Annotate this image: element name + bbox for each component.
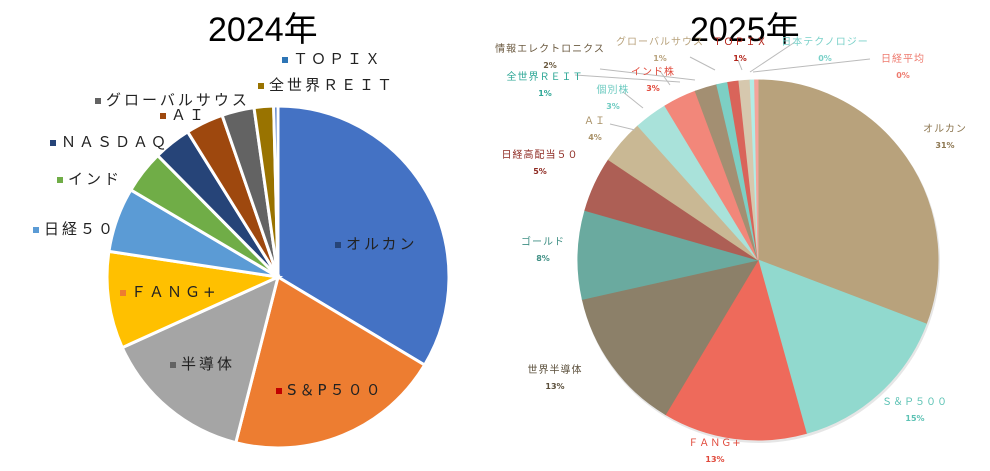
slice-percent: 3% (606, 102, 620, 111)
pie-2024: オルカン S＆P５００ 半導体 ＦＡＮＧ+ 日経５０ インド ＮＡＳＤＡＱＡＩグローバルサウ… (33, 50, 451, 450)
legend-marker-icon (57, 177, 63, 183)
slice-label: S＆P５００ (287, 381, 384, 399)
legend-marker-icon (282, 57, 288, 63)
pie-slice-2 (120, 274, 281, 445)
slice-label: 半導体 (181, 355, 235, 373)
slice-label: オルカン (923, 123, 967, 135)
slice-label: ゴールド (521, 235, 565, 248)
slice-percent: 2% (543, 61, 557, 70)
chart-title-2024: 2024年 (208, 11, 318, 49)
slice-percent: 31% (935, 141, 954, 150)
legend-marker-icon (170, 362, 176, 368)
pie-slice-1 (233, 274, 427, 450)
slice-label: グローバルサウス (106, 91, 250, 109)
slice-percent: 15% (905, 414, 924, 423)
chart-title-2025: 2025年 (690, 11, 800, 49)
slice-label: 日経平均 (881, 52, 925, 65)
chart-2025: 2025年 オルカン 31% Ｓ＆Ｐ５００ 15% ＦＡＮＧ+ 13% 世界半導体 13% ゴー… (495, 0, 990, 471)
slice-label: グローバルサウス (616, 35, 704, 48)
pie-slice-2 (664, 258, 807, 441)
pie-2025: オルカン 31% Ｓ＆Ｐ５００ 15% ＦＡＮＧ+ 13% 世界半導体 13% ゴールド 8% 日経… (495, 35, 967, 464)
slice-percent: 4% (588, 133, 602, 142)
pie-slice-14 (754, 79, 759, 261)
slice-label: 全世界ＲＥＩＴ (269, 76, 395, 94)
pie-slice-0 (276, 104, 451, 368)
pie-slice-4 (577, 209, 759, 300)
slice-label: ＴＯＰＩＸ (293, 50, 383, 68)
slice-label: ＮＡＳＤＡＱ (61, 133, 169, 151)
pie-slice-10 (272, 104, 280, 278)
slice-percent: 8% (536, 254, 550, 263)
chart-2024: 2024年 オルカン S＆P５００ 半導体 ＦＡＮＧ+ 日経５０ インド ＮＡＳＤＡＱ ＡＩ グ… (33, 11, 451, 450)
slice-label: ＡＩ (171, 106, 207, 124)
legend-marker-icon (120, 290, 126, 296)
slice-label: 日経高配当５０ (502, 148, 579, 161)
slice-label: オルカン (346, 235, 418, 253)
pie-slice-0 (757, 79, 939, 325)
slice-label: 日経５０ (44, 220, 116, 238)
slice-label: 日本テクノロジー (781, 35, 868, 48)
slice-percent: 1% (653, 54, 667, 63)
legend-marker-icon (160, 113, 166, 119)
slice-label: 情報エレクトロニクス (495, 42, 605, 55)
slice-label: 世界半導体 (528, 363, 583, 376)
slice-label: インド株 (631, 65, 675, 78)
slice-percent: 5% (533, 167, 547, 176)
slice-label: ＦＡＮＧ+ (131, 283, 219, 301)
slice-percent: 3% (646, 84, 660, 93)
legend-marker-icon (95, 98, 101, 104)
pie-slice-3 (581, 259, 760, 416)
pie-slice-1 (757, 259, 927, 435)
slice-percent: 1% (733, 54, 747, 63)
slice-percent: 0% (818, 54, 832, 63)
legend-marker-icon (50, 140, 56, 146)
legend-marker-icon (276, 388, 282, 394)
slice-label: ＴＯＰＩＸ (713, 37, 768, 48)
legend-marker-icon (258, 83, 264, 89)
legend-marker-icon (335, 242, 341, 248)
slice-percent: 13% (705, 455, 724, 464)
pie-slice-3 (105, 249, 284, 350)
slice-percent: 1% (538, 89, 552, 98)
slice-percent: 13% (545, 382, 564, 391)
legend-marker-icon (33, 227, 39, 233)
slice-percent: 0% (896, 71, 910, 80)
slice-label: インド (68, 170, 122, 188)
slice-label: 個別株 (597, 83, 630, 96)
slice-label: ＡＩ (584, 116, 606, 127)
slice-label: ＦＡＮＧ+ (688, 438, 741, 449)
slice-label: 全世界ＲＥＩＴ (507, 70, 584, 83)
slice-label: Ｓ＆Ｐ５００ (882, 397, 948, 408)
